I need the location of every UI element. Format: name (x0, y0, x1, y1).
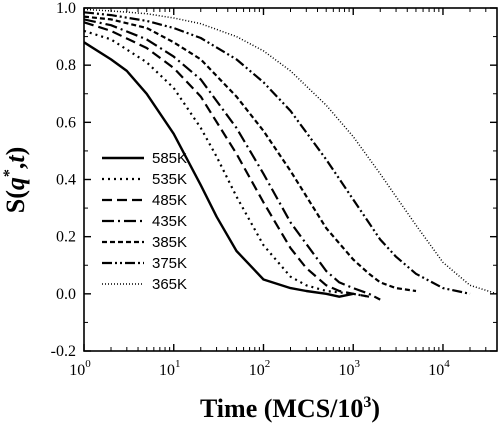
legend-label: 385K (152, 234, 187, 251)
series-line-365K (84, 8, 497, 295)
x-axis-title: Time (MCS/103) (200, 394, 380, 423)
plot-frame (83, 7, 498, 352)
series-line-375K (84, 11, 471, 295)
y-tick-label: 0.6 (56, 114, 76, 131)
y-axis-title: S(q*,t) (1, 147, 30, 214)
legend: 585K 535K 485K 435K 385K 375K 365K (102, 150, 187, 293)
y-tick-label: 0.2 (56, 229, 76, 246)
y-tick-label: -0.2 (51, 343, 76, 360)
series-line-485K (84, 21, 370, 298)
series-line-385K (84, 15, 417, 293)
x-tick-label: 101 (159, 358, 181, 379)
legend-label: 435K (152, 213, 187, 230)
y-tick-label: 1.0 (56, 0, 76, 17)
series-layer (84, 8, 497, 301)
series-line-585K (84, 41, 354, 298)
series-line-435K (84, 18, 381, 301)
legend-label: 375K (152, 255, 187, 272)
x-tick-label: 100 (69, 358, 91, 379)
legend-label: 485K (152, 192, 187, 209)
legend-label: 365K (152, 276, 187, 293)
legend-label: 585K (152, 150, 187, 167)
axis-ticks: 100 101 102 103 104 -0.2 0.0 0.2 0.4 0.6 0.8 1.0 (51, 0, 498, 379)
x-tick-label: 103 (338, 358, 360, 379)
y-tick-label: 0.0 (56, 286, 76, 303)
x-tick-label: 102 (249, 358, 271, 379)
legend-label: 535K (152, 171, 187, 188)
y-tick-label: 0.4 (56, 172, 76, 189)
x-tick-label: 104 (428, 358, 450, 379)
y-tick-label: 0.8 (56, 57, 76, 74)
